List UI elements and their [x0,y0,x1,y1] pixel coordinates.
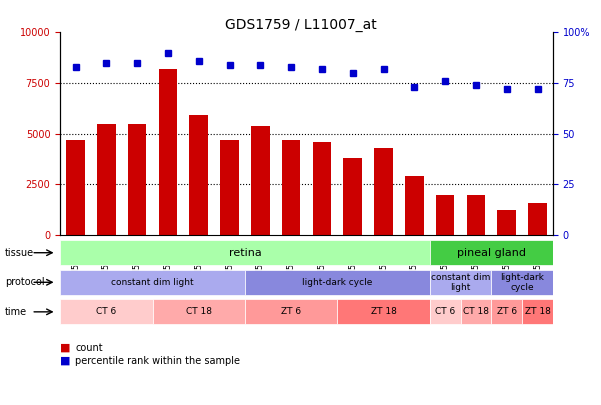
FancyBboxPatch shape [337,299,430,324]
Text: ■: ■ [60,356,70,366]
Bar [282,140,300,235]
Text: ZT 6: ZT 6 [496,307,517,316]
Bar [159,69,177,235]
Text: constant dim
light: constant dim light [431,273,490,292]
Bar [97,124,115,235]
FancyBboxPatch shape [245,299,337,324]
Bar [128,124,147,235]
Bar [251,126,270,235]
Bar [528,202,547,235]
FancyBboxPatch shape [430,240,553,265]
Text: constant dim light: constant dim light [111,278,194,287]
FancyBboxPatch shape [60,270,245,295]
Text: pineal gland: pineal gland [457,248,526,258]
FancyBboxPatch shape [430,270,492,295]
Text: CT 6: CT 6 [435,307,455,316]
Bar [221,140,239,235]
Text: CT 18: CT 18 [186,307,212,316]
Text: time: time [5,307,27,317]
Text: CT 18: CT 18 [463,307,489,316]
Text: ZT 18: ZT 18 [371,307,397,316]
Text: light-dark
cycle: light-dark cycle [500,273,544,292]
Text: tissue: tissue [5,248,34,258]
Text: GDS1759 / L11007_at: GDS1759 / L11007_at [225,18,376,32]
Text: protocol: protocol [5,277,44,287]
Text: retina: retina [228,248,261,258]
FancyBboxPatch shape [492,270,553,295]
FancyBboxPatch shape [492,299,522,324]
FancyBboxPatch shape [245,270,430,295]
Bar [436,196,454,235]
Text: count: count [75,343,103,353]
Bar [313,142,331,235]
FancyBboxPatch shape [60,299,153,324]
Bar [467,196,485,235]
Bar [66,140,85,235]
FancyBboxPatch shape [522,299,553,324]
Bar [344,158,362,235]
Text: ■: ■ [60,343,70,353]
FancyBboxPatch shape [460,299,492,324]
Bar [374,148,393,235]
Bar [189,115,208,235]
Text: CT 6: CT 6 [96,307,117,316]
FancyBboxPatch shape [153,299,245,324]
Bar [498,210,516,235]
Text: light-dark cycle: light-dark cycle [302,278,373,287]
FancyBboxPatch shape [430,299,460,324]
Bar [405,176,424,235]
Text: percentile rank within the sample: percentile rank within the sample [75,356,240,366]
Text: ZT 18: ZT 18 [525,307,551,316]
FancyBboxPatch shape [60,240,430,265]
Text: ZT 6: ZT 6 [281,307,301,316]
